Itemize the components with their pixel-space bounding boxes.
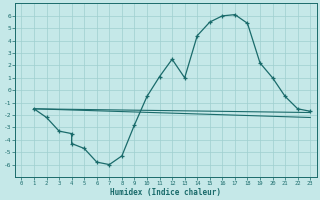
X-axis label: Humidex (Indice chaleur): Humidex (Indice chaleur): [110, 188, 221, 197]
